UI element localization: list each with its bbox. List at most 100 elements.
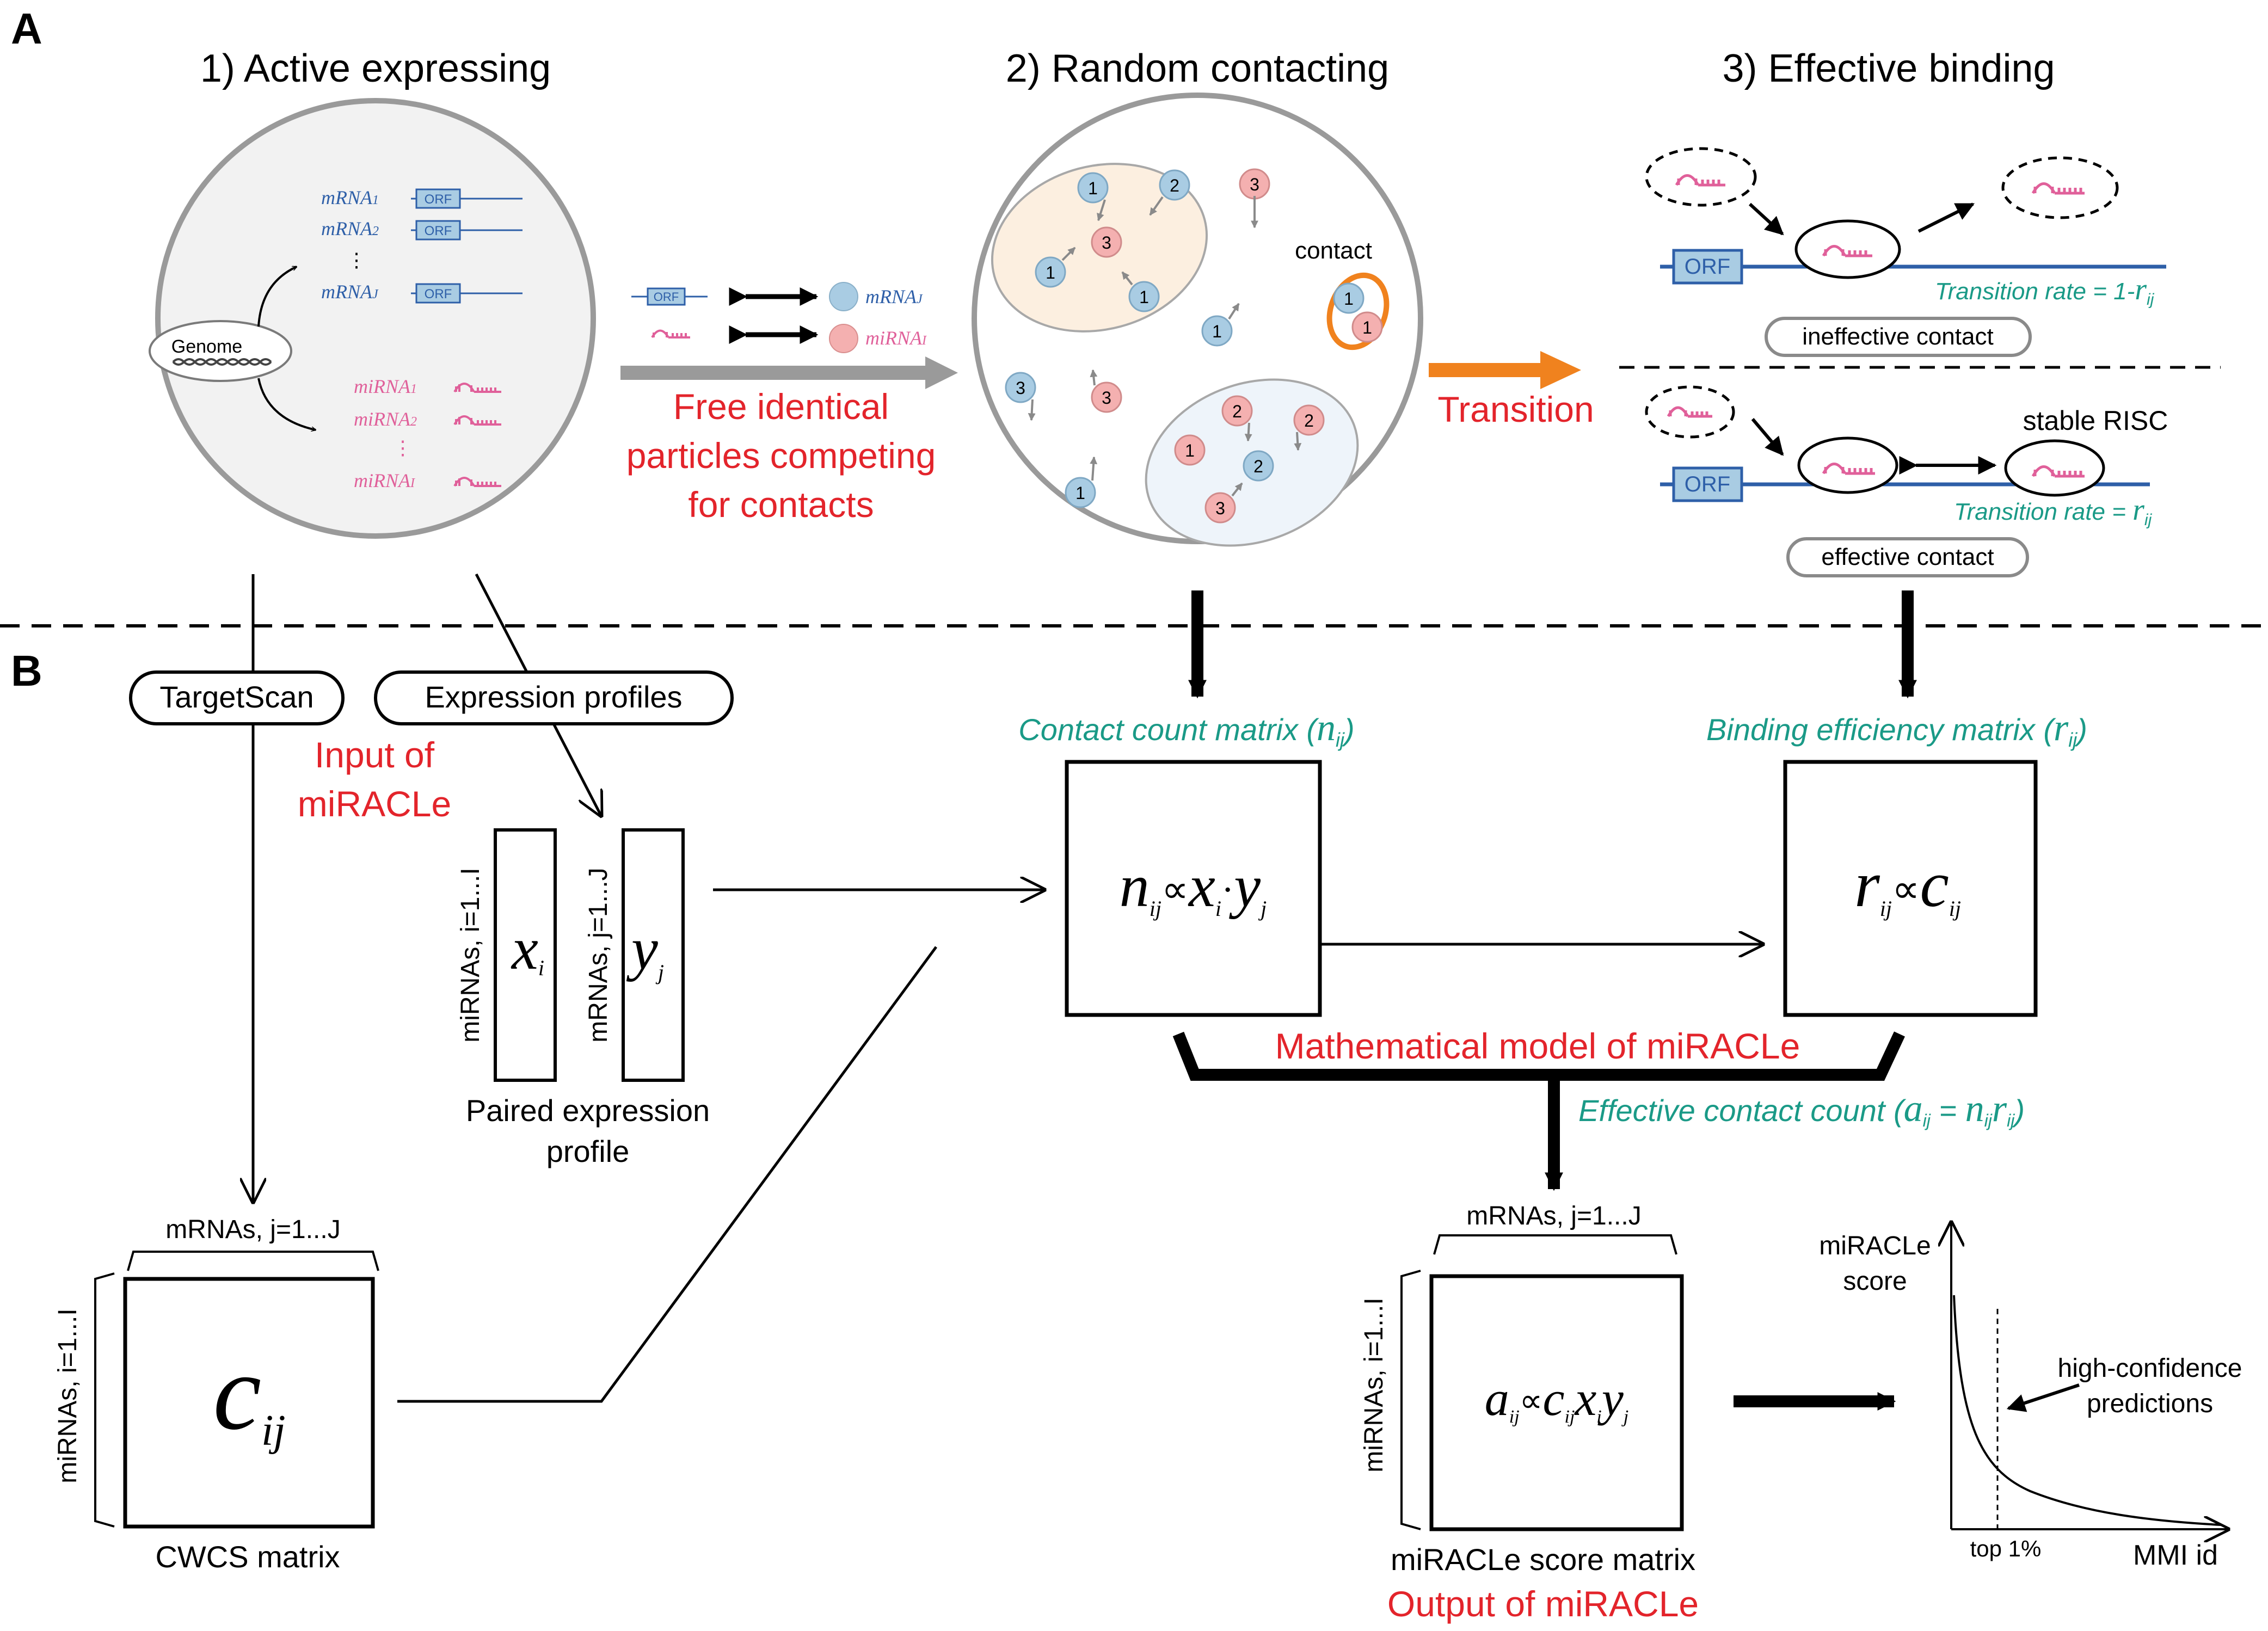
mirna-particle (1221, 395, 1253, 427)
svg-text:Paired expression: Paired expression (466, 1093, 710, 1128)
input-of-label: Input of (315, 735, 435, 775)
cwcs-matrix (123, 1277, 375, 1529)
cwcs-matrix-group: mRNAs, j=1...J miRNAs, i=1...I cij CWCS … (53, 1215, 379, 1574)
mirna-particle (1091, 226, 1122, 258)
particle-motion-arrow (1149, 196, 1164, 216)
svg-text:ORF: ORF (425, 287, 452, 301)
transition-label: Transition (1437, 389, 1594, 429)
svg-text:Transition rate = 1-rij: Transition rate = 1-rij (1935, 273, 2155, 309)
particle-legend: ORF mRNAJ miRNAI (631, 282, 927, 353)
orf-box (1672, 249, 1743, 285)
svg-text:cij: cij (213, 1332, 285, 1455)
expression-profiles-label: Expression profiles (425, 680, 682, 714)
model-label: Mathematical model of miRACLe (1275, 1026, 1800, 1066)
mirna-particle (1351, 311, 1383, 343)
mrna-row-2: mRNA2 ORF (321, 218, 523, 241)
free-particles-line-2: particles competing (626, 435, 936, 476)
svg-text:miRNAs, i=1...I: miRNAs, i=1...I (1360, 1297, 1388, 1472)
svg-text:miRNAs, i=1...I: miRNAs, i=1...I (53, 1308, 82, 1483)
svg-text:mRNA1: mRNA1 (321, 187, 379, 208)
mirna-hairpin-icon (1667, 406, 1712, 418)
score-plot: miRACLe score high-confidence prediction… (1819, 1222, 2242, 1571)
input-miracle-label: miRACLe (298, 784, 451, 824)
free-particles-line-3: for contacts (688, 484, 874, 525)
mirna-particle (1174, 434, 1206, 466)
mrna-particle (1035, 256, 1066, 288)
contact-pair-ring (1326, 272, 1390, 350)
mrna-particle (1201, 315, 1233, 347)
svg-text:xi: xi (511, 915, 544, 982)
svg-text:CWCS matrix: CWCS matrix (155, 1540, 340, 1574)
effective-binding: ORF stable RISC Transition rate = rij ef… (1645, 385, 2168, 577)
ineffective-contact-pill (1765, 317, 2032, 357)
grey-arrowhead (925, 356, 958, 389)
particle-motion-arrow (1090, 456, 1098, 481)
particle-number: 1 (1212, 322, 1222, 341)
contact-label: contact (1295, 237, 1372, 264)
particle-number: 1 (1344, 289, 1354, 309)
binding-matrix-title: Binding efficiency matrix (rij) (1706, 707, 2087, 751)
particle-motion-arrow (1121, 271, 1133, 286)
svg-text:miRNA2: miRNA2 (354, 408, 417, 430)
particle-motion-arrow (1061, 247, 1076, 261)
mirna-hairpin-icon (453, 415, 501, 426)
expression-profiles-pill (374, 670, 734, 725)
mirna-hairpin-icon (1822, 463, 1875, 475)
dna-helix-icon (172, 358, 272, 366)
svg-text:miRNAI: miRNAI (354, 470, 415, 491)
svg-text:mRNAs, j=1...J: mRNAs, j=1...J (1466, 1202, 1641, 1230)
stage-3-title: 3) Effective binding (1722, 47, 2055, 90)
panel-letter-a: A (11, 4, 42, 53)
mirna-vdots: ⋮ (393, 436, 413, 459)
svg-text:miRACLe score matrix: miRACLe score matrix (1391, 1542, 1695, 1577)
svg-text:ORF: ORF (425, 192, 452, 207)
svg-text:profile: profile (546, 1134, 630, 1168)
particle-number: 2 (1170, 176, 1179, 195)
genome-label: Genome (171, 336, 242, 357)
paired-expression-profile: miRNAs, i=1...I mRNAs, j=1...J xi yj Pai… (456, 828, 710, 1168)
plot-annotation-arrow (2006, 1383, 2080, 1412)
cell-active-expressing: Genome mRNA1 ORF mRNA2 ORF ⋮ mRNAJ ORF (149, 98, 596, 539)
svg-text:mRNAs, j=1...J: mRNAs, j=1...J (165, 1215, 340, 1244)
mirna-particle (1091, 381, 1122, 413)
effective-contact-pill (1786, 537, 2029, 577)
mrna-particle (1333, 282, 1365, 314)
svg-text:top 1%: top 1% (1970, 1536, 2042, 1561)
svg-text:aij∝cijxiyj: aij∝cijxiyj (1485, 1372, 1628, 1427)
mirna-row-2: miRNA2 (354, 408, 501, 430)
svg-text:ORF: ORF (1685, 255, 1730, 279)
mirna-hairpin-icon (1675, 174, 1725, 187)
model-bracket (1172, 1031, 1905, 1081)
line-cwcs-to-binding (397, 946, 938, 1403)
particle-motion-arrow (1244, 422, 1252, 442)
mrna-row-j: mRNAJ ORF (321, 281, 523, 304)
cell-random-contacting (972, 93, 1423, 547)
targetscan-label: TargetScan (159, 680, 314, 714)
mirna-row-i: miRNAI (354, 470, 501, 491)
particle-number: 3 (1102, 388, 1111, 408)
mirna-hairpin-icon (1822, 245, 1872, 257)
svg-text:Transition rate = rij: Transition rate = rij (1954, 493, 2153, 529)
particle-number: 1 (1075, 483, 1085, 503)
svg-text:high-confidence: high-confidence (2058, 1354, 2242, 1383)
particle-motion-arrow (1228, 303, 1240, 320)
particle-number: 3 (1102, 233, 1111, 253)
particle-number: 1 (1088, 179, 1098, 198)
svg-text:ORF: ORF (425, 224, 452, 238)
score-matrix (1429, 1274, 1684, 1531)
particle-motion-arrow (1231, 482, 1243, 497)
mirna-hairpin-icon (453, 477, 501, 487)
stage-2-title: 2) Random contacting (1006, 47, 1389, 90)
particle-number: 3 (1016, 378, 1025, 398)
svg-text:miRNA1: miRNA1 (354, 376, 417, 397)
genome-to-mrna-arrow (257, 266, 297, 327)
svg-text:effective contact: effective contact (1821, 544, 1994, 570)
mirna-hairpin-icon (651, 329, 690, 338)
svg-text:MMI id: MMI id (2133, 1540, 2218, 1571)
targetscan-pill (129, 670, 345, 725)
svg-text:mRNAJ: mRNAJ (321, 281, 379, 303)
r-formula: rij∝cij (1854, 848, 1961, 921)
particle-number: 1 (1362, 318, 1372, 337)
svg-text:mRNAJ: mRNAJ (865, 286, 923, 307)
